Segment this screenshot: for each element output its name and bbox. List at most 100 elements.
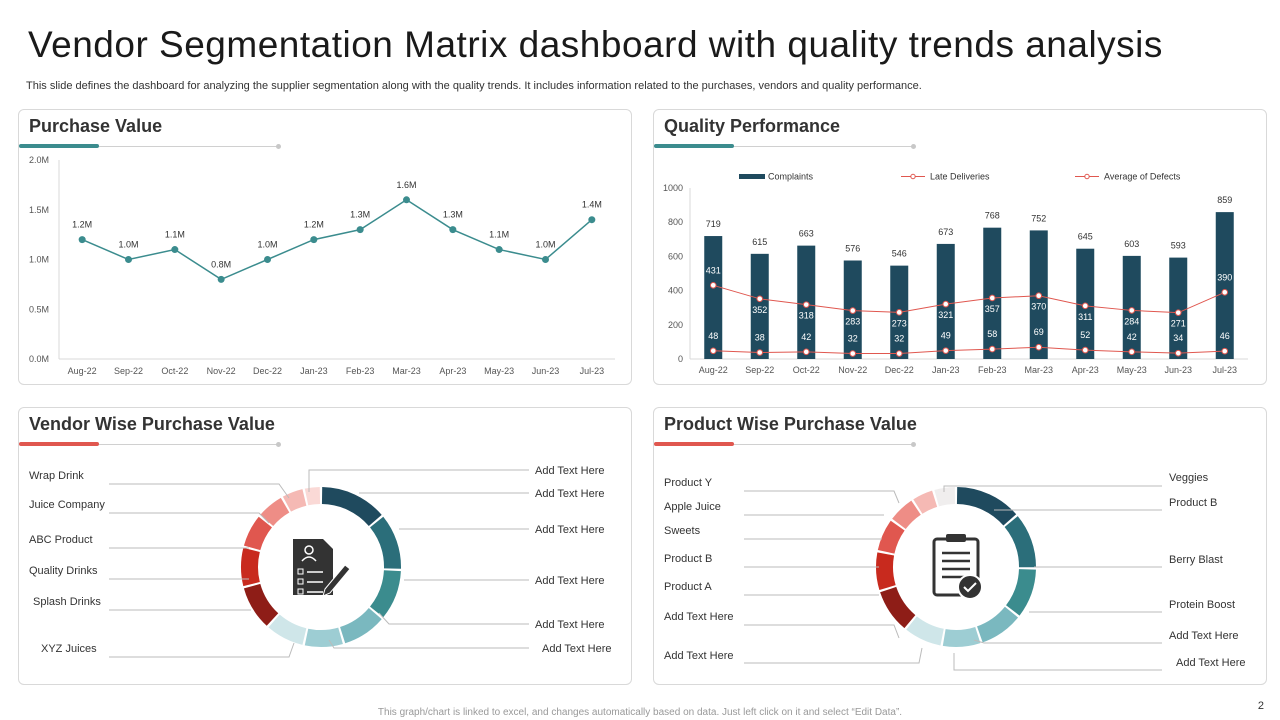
title-underline-dot: [276, 442, 281, 447]
left-leader-line: [744, 647, 923, 664]
check-mark: [963, 582, 977, 593]
purchase-value-point: [217, 275, 225, 283]
donut-slice: [370, 570, 401, 618]
vendor-wise-donut: Wrap Drink Juice Company ABC Product Qualit…: [29, 465, 612, 658]
x-tick-label: May-23: [1117, 365, 1147, 375]
y-tick-label: 0.0M: [29, 354, 49, 364]
person-body: [301, 556, 317, 562]
x-tick-label: Sep-22: [745, 365, 774, 375]
x-tick-label: Apr-23: [439, 366, 466, 376]
average-defects-point: [1174, 349, 1182, 357]
left-leader-line: [744, 490, 900, 504]
complaints-data-label: 603: [1124, 239, 1139, 249]
average-defects-point: [1221, 347, 1229, 355]
legend-label: Late Deliveries: [930, 172, 990, 182]
average-defects-point: [756, 349, 764, 356]
left-label: Add Text Here: [664, 611, 734, 623]
late-deliveries-point: [709, 281, 717, 289]
average-defects-data-label: 48: [708, 331, 718, 341]
average-defects-data-label: 69: [1034, 327, 1044, 337]
average-defects-data-label: 38: [755, 333, 765, 343]
average-defects-data-label: 42: [1127, 332, 1137, 342]
x-tick-label: Sep-22: [114, 366, 143, 376]
left-label: Quality Drinks: [29, 565, 98, 577]
average-defects-data-label: 49: [941, 331, 951, 341]
average-defects-data-label: 52: [1080, 330, 1090, 340]
purchase-value-point: [542, 256, 549, 263]
x-tick-label: Aug-22: [68, 366, 97, 376]
donut-slice: [1004, 516, 1036, 568]
purchase-value-panel: Purchase Value 0.0M 0.5M 1.0M 1.5M 2.0M Aug-2…: [18, 109, 632, 385]
donut-slice: [877, 520, 905, 554]
y-tick-label: 0.5M: [29, 304, 49, 314]
x-tick-label: Nov-22: [838, 365, 867, 375]
purchase-value-point: [356, 226, 364, 234]
complaints-data-label: 645: [1078, 232, 1093, 242]
page-title: Vendor Segmentation Matrix dashboard wit…: [28, 24, 1163, 65]
product-wise-title: Product Wise Purchase Value: [664, 414, 917, 434]
legend-swatch-complaints: [739, 174, 765, 179]
purchase-value-point: [264, 256, 271, 263]
x-tick-label: May-23: [484, 366, 514, 376]
complaints-data-label: 673: [938, 227, 953, 237]
average-defects-data-label: 32: [848, 334, 858, 344]
product-wise-donut: Product Y Apple Juice Sweets Product B Produ…: [664, 472, 1246, 671]
y-tick-label: 1.5M: [29, 205, 49, 215]
footer-note: This graph/chart is linked to excel, and…: [377, 707, 903, 718]
y-tick-label: 1000: [663, 183, 683, 193]
legend-label: Complaints: [768, 172, 814, 182]
purchase-value-data-label: 1.4M: [582, 200, 602, 210]
purchase-value-data-label: 1.0M: [257, 240, 277, 250]
purchase-value-data-label: 1.0M: [535, 240, 555, 250]
clipboard-check-icon: [932, 534, 983, 600]
x-tick-label: Feb-23: [346, 366, 375, 376]
right-label: Add Text Here: [542, 643, 612, 655]
purchase-value-data-label: 1.1M: [489, 230, 509, 240]
complaints-bar: [704, 236, 723, 359]
right-label: Product B: [1169, 497, 1217, 509]
x-tick-label: Nov-22: [207, 366, 236, 376]
complaints-bar: [1169, 257, 1188, 359]
right-label: Add Text Here: [1169, 630, 1239, 642]
x-tick-label: Oct-22: [793, 365, 820, 375]
complaints-data-label: 576: [845, 244, 860, 254]
x-tick-label: Mar-23: [392, 366, 421, 376]
complaints-data-label: 768: [985, 211, 1000, 221]
purchase-value-data-label: 1.2M: [72, 220, 92, 230]
x-tick-label: Jan-23: [300, 366, 328, 376]
title-accent-bar: [654, 144, 734, 148]
left-label: Juice Company: [29, 499, 105, 511]
right-label: Add Text Here: [535, 575, 605, 587]
donut-slice: [340, 608, 382, 644]
right-label: Add Text Here: [535, 465, 605, 477]
left-leader-line: [109, 512, 270, 524]
check-badge: [957, 574, 983, 600]
left-leader-line: [109, 483, 290, 499]
quality-performance-title: Quality Performance: [664, 116, 841, 136]
right-label: Veggies: [1169, 472, 1209, 484]
purchase-value-point: [78, 236, 86, 244]
complaints-data-label: 719: [706, 219, 721, 229]
title-underline: [664, 146, 914, 147]
donut-slice: [304, 627, 343, 647]
average-defects-point: [895, 350, 903, 357]
x-tick-label: Jun-23: [1164, 365, 1192, 375]
donut-slice: [956, 487, 1017, 526]
x-tick-label: Apr-23: [1072, 365, 1099, 375]
late-deliveries-point: [1174, 309, 1182, 316]
purchase-value-data-label: 1.2M: [304, 220, 324, 230]
page-subtitle: This slide defines the dashboard for ana…: [26, 80, 922, 92]
clipboard-clip: [946, 534, 966, 542]
purchase-value-data-label: 0.8M: [211, 259, 231, 269]
late-deliveries-point: [988, 294, 996, 302]
right-leader-line: [378, 612, 529, 625]
purchase-value-point: [588, 216, 596, 224]
purchase-value-point: [171, 246, 179, 254]
donut-slice: [321, 487, 382, 526]
donut-slice: [880, 586, 916, 629]
donut-slice: [942, 626, 981, 647]
late-deliveries-point: [756, 295, 764, 303]
complaints-data-label: 859: [1217, 195, 1232, 205]
average-defects-point: [802, 348, 810, 356]
right-leader-line: [973, 639, 1162, 644]
